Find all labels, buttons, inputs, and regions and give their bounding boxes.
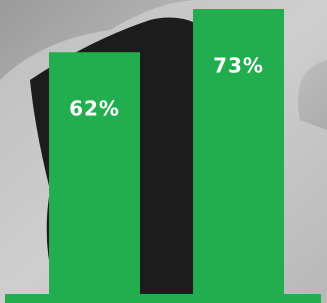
bar [49, 52, 140, 296]
chart: 62% 73% [0, 0, 327, 303]
bar [193, 9, 284, 296]
value-label: 73% [213, 54, 264, 78]
value-label: 62% [69, 97, 120, 121]
